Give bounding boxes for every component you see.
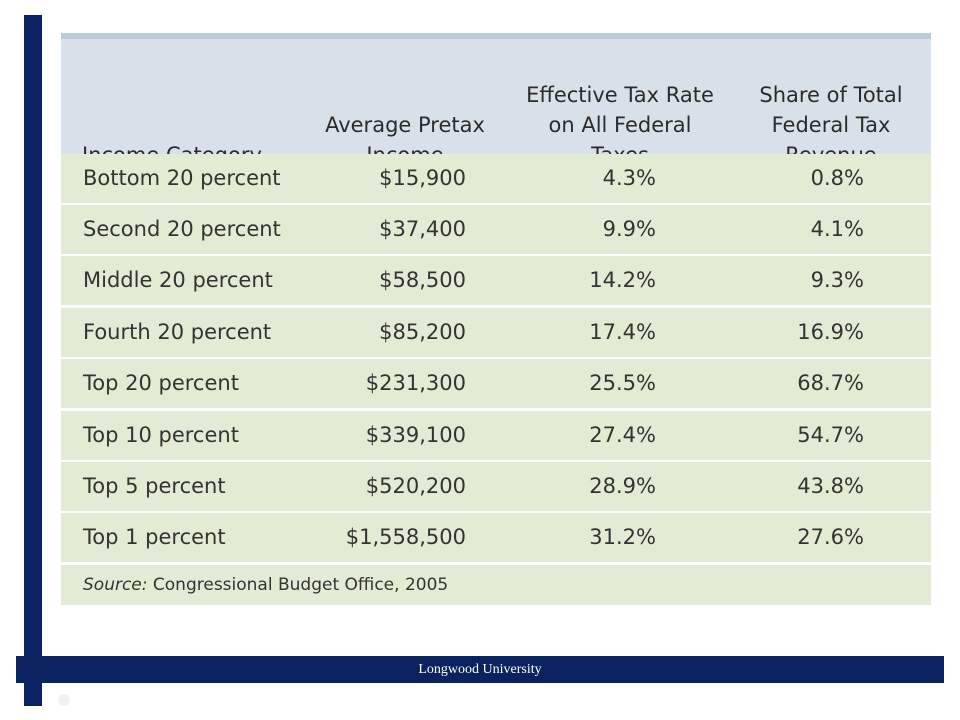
row-tax-rate: 4.3%: [602, 166, 656, 190]
row-category: Second 20 percent: [83, 217, 281, 241]
table-row: Top 5 percent $520,200 28.9% 43.8%: [61, 462, 931, 511]
faint-page-mark: [58, 694, 70, 706]
table-row: Fourth 20 percent $85,200 17.4% 16.9%: [61, 308, 931, 357]
row-category: Top 20 percent: [83, 371, 239, 395]
header-effective-tax-rate: Effective Tax Rate on All Federal Taxes: [526, 83, 714, 167]
table-row: Second 20 percent $37,400 9.9% 4.1%: [61, 205, 931, 254]
row-tax-rate: 9.9%: [602, 217, 656, 241]
row-revenue-share: 9.3%: [810, 268, 864, 292]
tax-table: Income Category Average Pretax Income Ef…: [61, 33, 931, 605]
row-revenue-share: 4.1%: [810, 217, 864, 241]
table-top-rule: [61, 33, 931, 39]
row-income: $1,558,500: [345, 525, 466, 549]
source-text: Congressional Budget Office, 2005: [152, 575, 449, 595]
row-tax-rate: 27.4%: [589, 423, 656, 447]
row-tax-rate: 25.5%: [589, 371, 656, 395]
table-row: Top 20 percent $231,300 25.5% 68.7%: [61, 359, 931, 408]
row-category: Middle 20 percent: [83, 268, 273, 292]
row-income: $85,200: [379, 320, 466, 344]
row-income: $15,900: [379, 166, 466, 190]
row-tax-rate: 28.9%: [589, 474, 656, 498]
row-income: $231,300: [365, 371, 466, 395]
left-accent-bar: [24, 15, 42, 706]
row-category: Top 5 percent: [83, 474, 226, 498]
row-tax-rate: 17.4%: [589, 320, 656, 344]
footer-text: Longwood University: [418, 662, 542, 677]
footer-bar: Longwood University: [16, 656, 944, 683]
row-income: $520,200: [365, 474, 466, 498]
source-note: Source: Congressional Budget Office, 200…: [61, 565, 931, 605]
source-label: Source:: [83, 575, 148, 595]
row-income: $339,100: [365, 423, 466, 447]
row-tax-rate: 14.2%: [589, 268, 656, 292]
table-row: Top 1 percent $1,558,500 31.2% 27.6%: [61, 513, 931, 562]
row-revenue-share: 68.7%: [797, 371, 864, 395]
row-revenue-share: 16.9%: [797, 320, 864, 344]
row-income: $37,400: [379, 217, 466, 241]
row-category: Top 10 percent: [83, 423, 239, 447]
row-category: Fourth 20 percent: [83, 320, 272, 344]
row-revenue-share: 54.7%: [797, 423, 864, 447]
row-revenue-share: 0.8%: [810, 166, 864, 190]
row-tax-rate: 31.2%: [589, 525, 656, 549]
row-category: Top 1 percent: [83, 525, 226, 549]
table-row: Bottom 20 percent $15,900 4.3% 0.8%: [61, 154, 931, 203]
table-row: Middle 20 percent $58,500 14.2% 9.3%: [61, 256, 931, 305]
row-revenue-share: 43.8%: [797, 474, 864, 498]
row-revenue-share: 27.6%: [797, 525, 864, 549]
row-income: $58,500: [379, 268, 466, 292]
table-row: Top 10 percent $339,100 27.4% 54.7%: [61, 411, 931, 460]
row-category: Bottom 20 percent: [83, 166, 281, 190]
